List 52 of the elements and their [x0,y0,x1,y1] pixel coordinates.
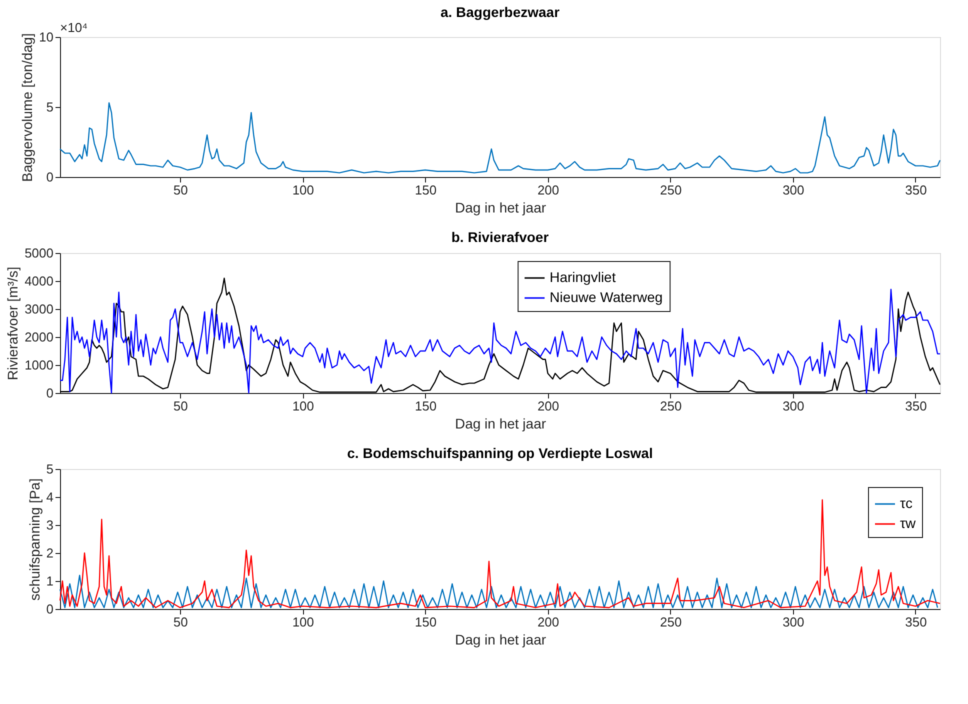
text: ×10⁴ [60,20,88,35]
x-tick-label: 150 [414,398,437,414]
y-tick-label: 4 [46,490,54,504]
x-tick-label: 250 [660,614,682,630]
y-axis-title: schuifspanning [Pa] [26,478,42,601]
y-axis-title: Rivierafvoer [m³/s] [4,266,21,380]
y-tick-label: 0 [46,170,54,184]
x-tick-label: 300 [782,182,804,198]
y-tick-label: 3000 [24,302,54,316]
y-tick-label: 1000 [24,358,54,372]
x-tick-label: 350 [905,614,927,630]
x-tick-label: 50 [173,614,188,630]
x-tick-label: 50 [173,182,188,198]
x-tick-label: 350 [905,182,927,198]
x-tick-label: 150 [414,614,437,630]
line-series [59,574,938,608]
x-axis-title: Dag in het jaar [454,200,546,216]
legend-label: τc [900,495,913,511]
y-tick-label: 5000 [24,246,54,260]
y-tick-label: 0 [46,602,54,616]
x-axis-title: Dag in het jaar [454,416,546,432]
x-tick-label: 300 [782,398,804,414]
y-tick-label: 5 [46,100,54,114]
y-tick-label: 2000 [24,330,54,344]
y-tick-label: 4000 [24,274,54,288]
chart-title: c. Bodemschuifspanning op Verdiepte Loswal [347,445,653,461]
y-tick-label: 3 [46,518,54,532]
x-tick-label: 50 [173,398,188,414]
x-tick-label: 200 [537,614,560,630]
x-tick-label: 100 [292,398,314,414]
x-tick-label: 300 [782,614,804,630]
x-tick-label: 100 [292,182,314,198]
x-tick-label: 250 [660,398,682,414]
x-tick-label: 250 [660,182,682,198]
chart-title: b. Rivierafvoer [451,229,550,245]
y-axis-title: Baggervolume [ton/dag] [19,33,36,182]
x-tick-label: 200 [537,182,560,198]
legend-label: τw [900,515,917,531]
legend-label: Haringvliet [550,269,616,285]
x-tick-label: 150 [414,182,437,198]
x-tick-label: 100 [292,614,314,630]
line-series [59,102,941,174]
legend-label: Nieuwe Waterweg [550,289,663,305]
y-tick-label: 0 [46,386,54,400]
x-tick-label: 200 [537,398,560,414]
x-axis-title: Dag in het jaar [454,632,546,648]
x-tick-label: 350 [905,398,927,414]
y-tick-label: 2 [46,546,54,560]
y-tick-label: 10 [39,30,54,44]
y-tick-label: 5 [46,462,54,476]
y-tick-label: 1 [46,574,54,588]
chart-title: a. Baggerbezwaar [440,4,560,20]
